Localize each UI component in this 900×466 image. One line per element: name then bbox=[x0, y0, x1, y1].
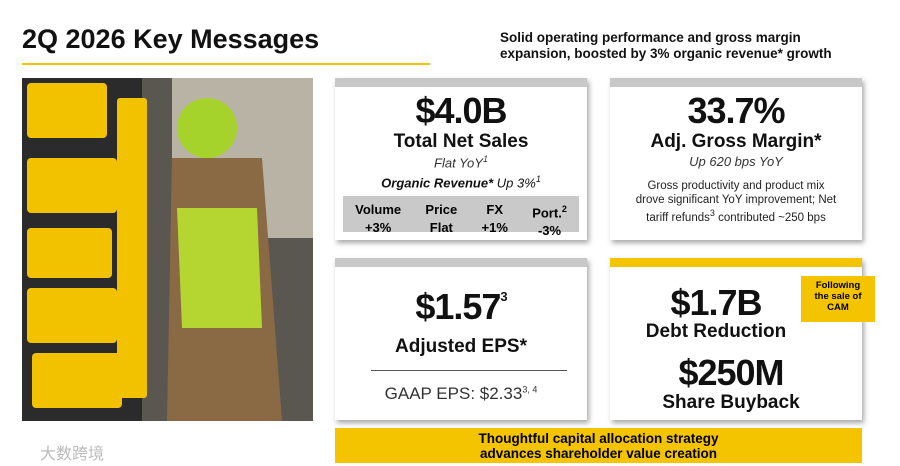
header-text: FX bbox=[486, 202, 504, 217]
table-value: -3% bbox=[537, 223, 562, 239]
label: Adj. Gross Margin* bbox=[650, 131, 822, 152]
table-header: FX bbox=[482, 199, 508, 217]
card-bar bbox=[335, 258, 587, 267]
text-line: tariff refunds3 contributed ~250 bps bbox=[610, 207, 862, 225]
header-text: Price bbox=[425, 202, 458, 217]
photo bbox=[22, 78, 313, 421]
text: contributed ~250 bps bbox=[714, 211, 826, 224]
card-capital: $1.7B Debt Reduction $250M Share Buyback… bbox=[610, 258, 875, 420]
table-value: Flat bbox=[429, 220, 453, 235]
value: $1.7B bbox=[670, 282, 762, 323]
footnote: 3, 4 bbox=[522, 384, 538, 395]
table-column: Price Flat bbox=[425, 196, 457, 235]
label: Debt Reduction bbox=[645, 321, 787, 342]
subtitle: Solid operating performance and gross ma… bbox=[500, 30, 832, 62]
value: $1.573 bbox=[335, 286, 587, 328]
table-header: Port.2 bbox=[532, 199, 567, 220]
header-text: Port. bbox=[532, 205, 562, 221]
gaap: GAAP EPS: $2.333, 4 bbox=[335, 384, 587, 404]
footnote: 2 bbox=[561, 204, 567, 214]
footnote: 1 bbox=[482, 154, 488, 164]
title: 2Q 2026 Key Messages bbox=[22, 24, 320, 54]
organic-label: Organic Revenue* bbox=[381, 175, 494, 191]
label: Adjusted EPS* bbox=[395, 336, 527, 357]
label: Share Buyback bbox=[662, 392, 800, 413]
text: tariff refunds bbox=[646, 211, 710, 224]
description: Gross productivity and product mix drove… bbox=[610, 180, 862, 225]
table-column: Port.2 -3% bbox=[532, 196, 567, 238]
banner-line: Thoughtful capital allocation strategy bbox=[478, 431, 719, 446]
divider bbox=[371, 370, 567, 371]
footnote: 3 bbox=[709, 208, 715, 218]
value: $4.0B bbox=[415, 90, 507, 131]
text-line: Gross productivity and product mix bbox=[647, 180, 825, 192]
card-eps: $1.573 Adjusted EPS* GAAP EPS: $2.333, 4 bbox=[335, 258, 587, 420]
text-line: drove significant YoY improvement; Net bbox=[635, 193, 837, 206]
value: $250M bbox=[678, 352, 784, 393]
table-column: Volume +3% bbox=[355, 196, 401, 235]
header-text: Volume bbox=[355, 202, 402, 217]
card-gross-margin: 33.7% Adj. Gross Margin* Up 620 bps YoY … bbox=[610, 78, 862, 240]
subtitle-line: Solid operating performance and gross ma… bbox=[500, 30, 801, 45]
table-header: Price bbox=[425, 199, 457, 217]
banner-line: advances shareholder value creation bbox=[479, 446, 718, 461]
organic: Organic Revenue* Up 3%1 bbox=[335, 174, 587, 190]
footnote: 1 bbox=[535, 174, 541, 184]
footnote: 3 bbox=[500, 289, 507, 304]
card-bar bbox=[335, 78, 587, 87]
card-bar bbox=[610, 78, 862, 87]
note: Flat YoY1 bbox=[335, 154, 587, 170]
card-bar bbox=[610, 258, 862, 267]
badge: Following the sale of CAM bbox=[801, 276, 875, 322]
subtitle-line: expansion, boosted by 3% organic revenue… bbox=[500, 46, 832, 61]
table-header: Volume bbox=[355, 199, 401, 217]
gaap-text: GAAP EPS: $2.33 bbox=[384, 384, 523, 403]
badge-line: Following bbox=[815, 280, 861, 291]
table-column: FX +1% bbox=[481, 196, 508, 235]
value: 33.7% bbox=[687, 90, 785, 131]
breakdown-table: Volume +3% Price Flat FX +1% Port.2 -3% bbox=[343, 196, 579, 238]
title-underline bbox=[22, 63, 430, 65]
badge-line: CAM bbox=[827, 302, 849, 313]
card-net-sales: $4.0B Total Net Sales Flat YoY1 Organic … bbox=[335, 78, 587, 240]
table-value: +3% bbox=[364, 220, 392, 235]
note-text: Flat YoY bbox=[434, 155, 483, 171]
table-value: +1% bbox=[481, 220, 508, 235]
label: Total Net Sales bbox=[393, 131, 529, 152]
banner: Thoughtful capital allocation strategy a… bbox=[335, 428, 862, 463]
note: Up 620 bps YoY bbox=[689, 154, 783, 169]
watermark: 大数跨境 bbox=[40, 446, 105, 463]
organic-value: Up 3% bbox=[496, 175, 536, 191]
badge-line: the sale of bbox=[814, 291, 862, 302]
value-text: $1.57 bbox=[415, 286, 501, 327]
